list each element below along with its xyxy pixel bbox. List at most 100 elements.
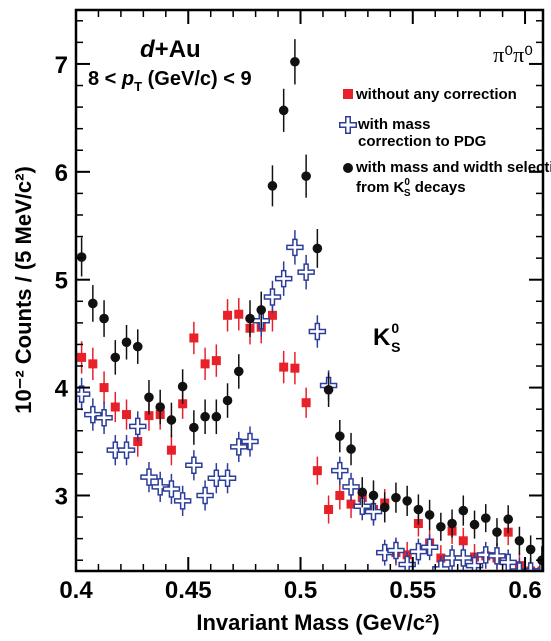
data-point [110,352,121,363]
k0s-sup: 0 [391,320,399,336]
data-point [312,466,322,476]
data-point [223,310,233,320]
legend-item-mass-correction: with mass correction to PDG [339,116,486,150]
collision-system-label: d+Au [140,36,201,63]
y-axis-label: 10⁻² Counts / (5 MeV/c²) [11,166,36,414]
legend-label-mass-correction-line2: correction to PDG [358,133,486,150]
axis-ticks [75,10,543,571]
data-point-fill [265,289,280,305]
data-point-fill [523,563,538,571]
data-point-fill [343,479,359,495]
data-point [424,510,435,520]
data-point [132,341,143,352]
data-point [492,527,502,537]
y-tick-label: 4 [55,376,69,403]
data-point [211,356,221,366]
data-point [121,337,132,348]
data-point-fill [332,463,348,478]
pt-suffix: (GeV/c) < 9 [142,68,252,90]
data-point-fill [467,558,482,571]
data-point [256,305,267,315]
data-point [413,504,424,515]
series-filled-circle [76,39,543,571]
series-open-cross [76,230,543,571]
data-point [480,513,491,523]
data-point [335,431,345,441]
y-tick-label: 6 [55,160,68,187]
legend-label-mass-width-line1: with mass and width selections for π⁰ [355,157,551,176]
plot-frame [74,8,545,573]
data-point [77,352,87,362]
data-point-fill [433,561,449,571]
data-point-fill [231,439,247,455]
data-point [469,519,480,530]
data-point [189,422,199,433]
k0s-main: K [373,324,391,351]
data-point-fill [141,469,157,485]
data-point-fill [175,493,190,509]
data-point [234,309,244,319]
data-point [357,487,368,498]
data-point-fill [96,410,112,426]
data-point-fill [287,240,303,255]
data-point [88,359,98,369]
data-point [110,402,120,412]
data-point [233,366,244,377]
legend-marker-filled-circle [343,163,353,173]
data-layer [76,39,543,571]
data-point [267,310,277,320]
data-point [525,544,536,555]
series-filled-square [77,298,543,571]
data-point-fill [130,419,145,434]
data-point-fill [310,324,325,339]
data-point [324,505,334,515]
data-point [144,411,154,421]
data-point-fill [500,555,516,570]
data-point-fill [399,557,415,571]
data-point-fill [456,550,471,566]
data-point [391,492,401,503]
data-point-fill [388,543,404,558]
data-point-fill [489,548,505,564]
data-point-fill [411,544,426,559]
x-tick-label: 0.5 [284,577,317,604]
data-point-fill [298,264,314,280]
x-tick-label: 0.6 [508,577,541,604]
data-point [99,313,109,324]
legend: without any correction with mass correct… [339,86,551,199]
y-tick-label: 5 [55,268,68,295]
data-point [447,518,457,529]
data-point [267,181,278,191]
legend-marker-filled-square [343,89,353,99]
data-point [155,402,165,412]
data-point-fill [119,442,134,458]
data-point [144,392,154,403]
data-point [222,395,233,406]
data-point-fill [85,407,101,422]
data-point [88,298,98,309]
legend-label-mass-width-line2: from K0 S decays [356,177,466,199]
data-point-fill [186,458,202,473]
channel-label: π⁰π⁰ [493,42,533,67]
data-point [346,444,356,454]
data-point [346,499,356,509]
data-point [514,535,525,546]
data-point [290,56,300,67]
data-point [402,496,412,506]
data-point [166,415,177,425]
legend-item-without-correction: without any correction [343,86,517,103]
data-point [379,502,390,513]
legend-label-mass-correction: with mass correction to PDG [357,116,486,150]
x-tick-label: 0.45 [165,577,212,604]
system-rest: +Au [155,36,201,63]
data-point [301,171,311,181]
data-point [290,363,300,373]
data-point [335,490,345,500]
data-point-fill [276,271,291,286]
legend-label-without-correction: without any correction [355,86,517,103]
data-point-fill [197,488,213,503]
data-point [368,490,379,501]
k0s-label: K0 S [373,320,400,355]
data-point [323,384,334,395]
